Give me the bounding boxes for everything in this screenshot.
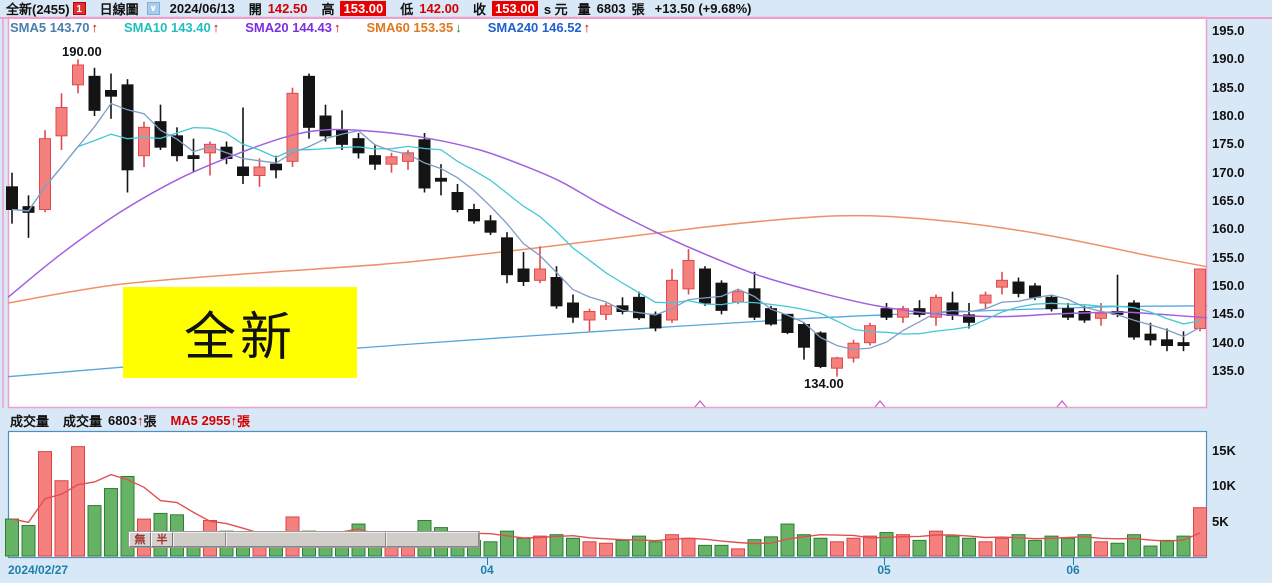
symbol-name: 全新(2455) (6, 2, 70, 17)
price-unit: s 元 (543, 2, 568, 17)
low-value: 142.00 (419, 1, 460, 16)
price-axis-label: 185.0 (1212, 79, 1245, 95)
header-bar: 全新(2455) 1 日線圖 ∨ 2024/06/13 開 142.50 高 1… (6, 0, 751, 17)
time-axis-tick (884, 557, 885, 565)
trend-arrow-icon: ↑ (91, 20, 99, 35)
transparency-none-button[interactable]: 無 (129, 532, 151, 547)
alert-badge: 1 (72, 2, 86, 15)
price-axis-label: 135.0 (1212, 363, 1245, 378)
price-axis-label: 170.0 (1212, 164, 1245, 180)
close-label: 收 (473, 2, 487, 17)
sma-legend-item: SMA10 143.40 ↑ (124, 20, 220, 35)
overlay-toolbar[interactable]: 無 半 (128, 531, 480, 548)
time-axis-tick (1073, 557, 1074, 565)
low-annotation: 134.00 (804, 376, 844, 391)
price-axis-label: 175.0 (1212, 136, 1245, 152)
chevron-down-icon[interactable]: ∨ (146, 2, 160, 15)
chart-type-label: 日線圖 (99, 2, 139, 17)
sma-legend-item: SMA20 144.43 ↑ (245, 20, 341, 35)
sma-legend-item: SMA5 143.70 ↑ (10, 20, 98, 35)
volume-axis-label: 15K (1212, 442, 1236, 458)
close-value: 153.00 (492, 1, 538, 16)
price-axis-label: 190.0 (1212, 51, 1245, 67)
volume-ma5-unit: 張 (236, 414, 250, 429)
volume-up-arrow-icon: ↑ (136, 413, 144, 428)
volume-pane-title: 成交量 (10, 414, 50, 429)
stock-name-watermark[interactable]: 全新 (123, 287, 357, 378)
toolbar-track-segment[interactable] (386, 532, 479, 547)
volume-ma5-label: MA5 2955 (170, 413, 231, 428)
sma-legend-item: SMA240 146.52 ↑ (487, 20, 591, 35)
trend-arrow-icon: ↑ (583, 20, 591, 35)
volume-series-value: 6803 (108, 413, 137, 428)
time-axis-label: 05 (877, 563, 891, 577)
time-axis-label: 2024/02/27 (8, 563, 69, 577)
toolbar-track-segment[interactable] (226, 532, 386, 547)
high-label: 高 (321, 2, 335, 17)
trend-arrow-icon: ↑ (212, 20, 220, 35)
price-axis-label: 150.0 (1212, 278, 1245, 293)
sma-legend-item: SMA60 153.35 ↓ (366, 20, 462, 35)
volume-ma5-arrow-icon: ↑ (230, 413, 237, 428)
volume-series-unit: 張 (143, 414, 157, 429)
price-axis-label: 145.0 (1212, 306, 1245, 322)
price-axis-label: 160.0 (1212, 221, 1245, 237)
transparency-half-button[interactable]: 半 (151, 532, 173, 547)
time-axis-tick (487, 557, 488, 565)
high-annotation: 190.00 (62, 44, 102, 59)
change-value: +13.50 (+9.68%) (654, 1, 752, 16)
price-axis-label: 195.0 (1212, 23, 1245, 38)
toolbar-track-segment[interactable] (173, 532, 226, 547)
price-axis-label: 165.0 (1212, 193, 1245, 208)
time-axis-label: 06 (1066, 563, 1080, 577)
volume-header: 成交量 成交量 6803 ↑ 張 MA5 2955 ↑ 張 (10, 411, 250, 430)
high-value: 153.00 (340, 1, 387, 16)
volume-axis-label: 5K (1212, 513, 1229, 529)
volume-value: 6803 (596, 1, 626, 16)
open-label: 開 (248, 2, 262, 17)
low-label: 低 (400, 2, 414, 17)
trend-arrow-icon: ↑ (333, 20, 341, 35)
sma-legend: SMA5 143.70 ↑ SMA10 143.40 ↑ SMA20 144.43 ↑ SM… (10, 20, 590, 35)
price-axis-label: 140.0 (1212, 334, 1245, 350)
date-value: 2024/06/13 (169, 1, 235, 16)
volume-unit: 張 (631, 2, 645, 17)
volume-series-label: 成交量 (63, 414, 103, 429)
volume-axis-label: 10K (1212, 478, 1236, 493)
time-axis-label: 04 (480, 563, 494, 577)
header-divider (0, 17, 1272, 19)
volume-label: 量 (577, 2, 591, 17)
price-axis-label: 155.0 (1212, 249, 1245, 265)
trend-arrow-icon: ↓ (455, 20, 462, 35)
price-axis-label: 180.0 (1212, 108, 1245, 123)
open-value: 142.50 (267, 1, 308, 16)
